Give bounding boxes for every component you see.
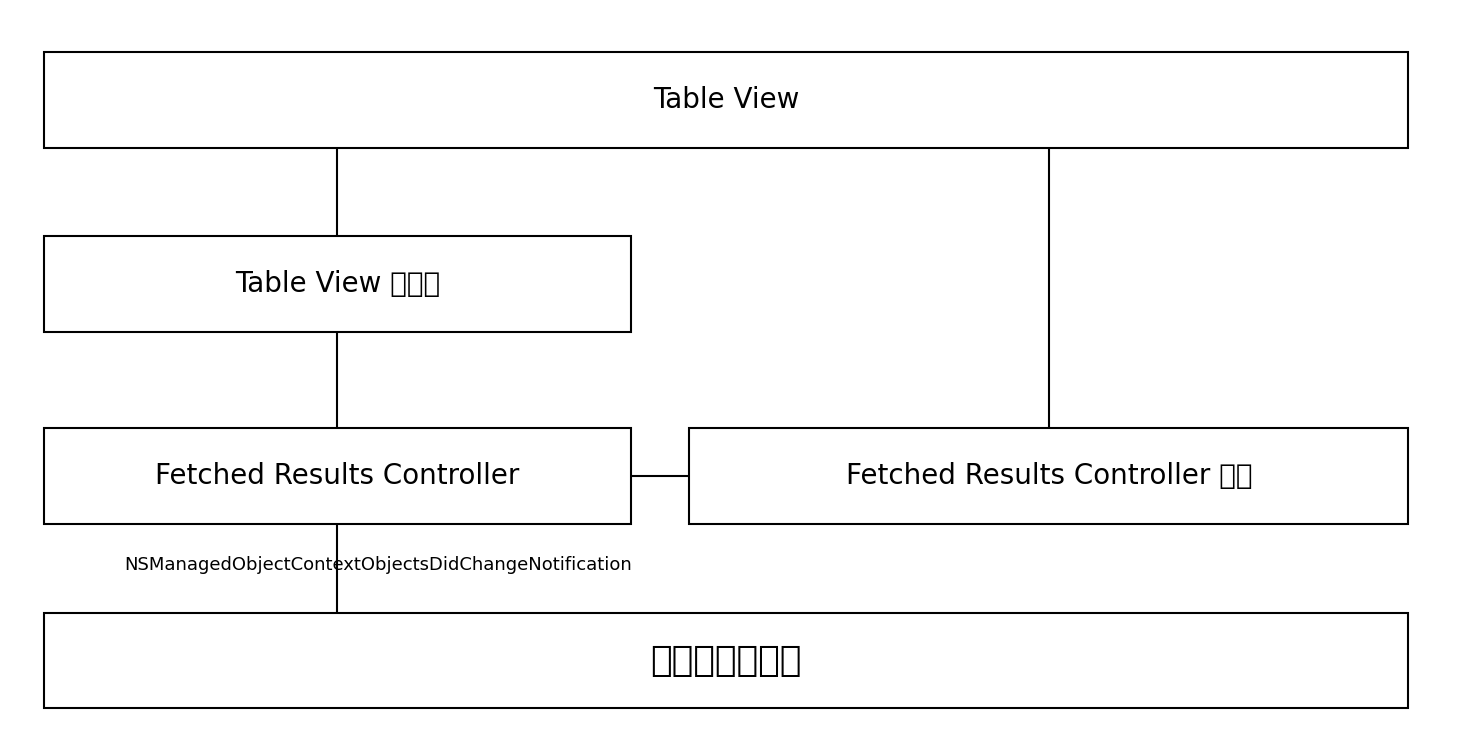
FancyBboxPatch shape bbox=[44, 613, 1408, 708]
Text: NSManagedObjectContextObjectsDidChangeNotification: NSManagedObjectContextObjectsDidChangeNo… bbox=[125, 556, 632, 573]
Text: Fetched Results Controller 代理: Fetched Results Controller 代理 bbox=[845, 462, 1253, 490]
FancyBboxPatch shape bbox=[44, 236, 631, 332]
FancyBboxPatch shape bbox=[44, 52, 1408, 148]
Text: Table View 数据源: Table View 数据源 bbox=[235, 270, 440, 298]
FancyBboxPatch shape bbox=[689, 428, 1408, 524]
Text: Table View: Table View bbox=[653, 86, 800, 114]
Text: Fetched Results Controller: Fetched Results Controller bbox=[156, 462, 519, 490]
FancyBboxPatch shape bbox=[44, 428, 631, 524]
Text: 托管对象上下文: 托管对象上下文 bbox=[650, 644, 802, 677]
